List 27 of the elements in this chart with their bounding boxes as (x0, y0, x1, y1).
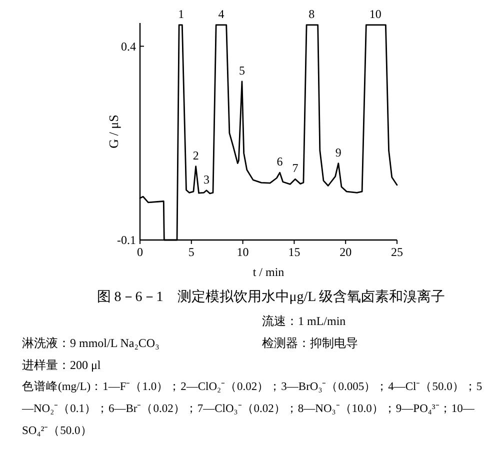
annotation: 1 (178, 6, 184, 21)
annotation: 4 (218, 6, 224, 21)
annotation: 3 (204, 172, 210, 186)
x-axis-title: t / min (252, 265, 284, 279)
x-tick-label: 10 (236, 245, 249, 259)
annotation: 9 (335, 145, 342, 160)
y-tick-label: 0.4 (121, 39, 136, 54)
x-tick-label: 5 (188, 245, 194, 259)
text: 检测器：抑制电导 (262, 334, 359, 352)
x-tick-label: 25 (391, 245, 403, 259)
x-tick-label: 15 (288, 245, 300, 259)
x-tick-label: 20 (340, 245, 352, 259)
y-axis-title: G / μS (106, 114, 121, 148)
annotation: 2 (192, 148, 199, 162)
annotation: 6 (276, 154, 283, 169)
line-series (139, 24, 398, 241)
text: 进样量：200 μl (22, 356, 102, 374)
text: 淋洗液：9 mmol/L Na₂CO₃ (22, 334, 160, 352)
annotation: 8 (308, 6, 315, 21)
text: 图 8－6－1 测定模拟饮用水中μg/L 级含氧卤素和溴离子 (96, 288, 446, 306)
y-tick-label: -0.1 (117, 233, 136, 247)
annotation: 7 (292, 161, 298, 176)
text: 色谱峰(mg/L)：1—F⁻（1.0）；2—ClO₂⁻（0.02）；3—BrO₃⁻（0.005）；4—Cl⁻（50.0）；5—NO₂⁻（0.1）；6—Br⁻（0.02）；7—ClO₃⁻（0.02）；8—NO₃⁻（10.0）；9—PO₄³⁻；10—SO₄²⁻（50.0） (22, 379, 484, 439)
x-tick-label: 0 (137, 245, 143, 259)
annotation: 10 (369, 6, 382, 21)
text: 流速：1 mL/min (262, 312, 347, 330)
annotation: 5 (238, 64, 245, 78)
